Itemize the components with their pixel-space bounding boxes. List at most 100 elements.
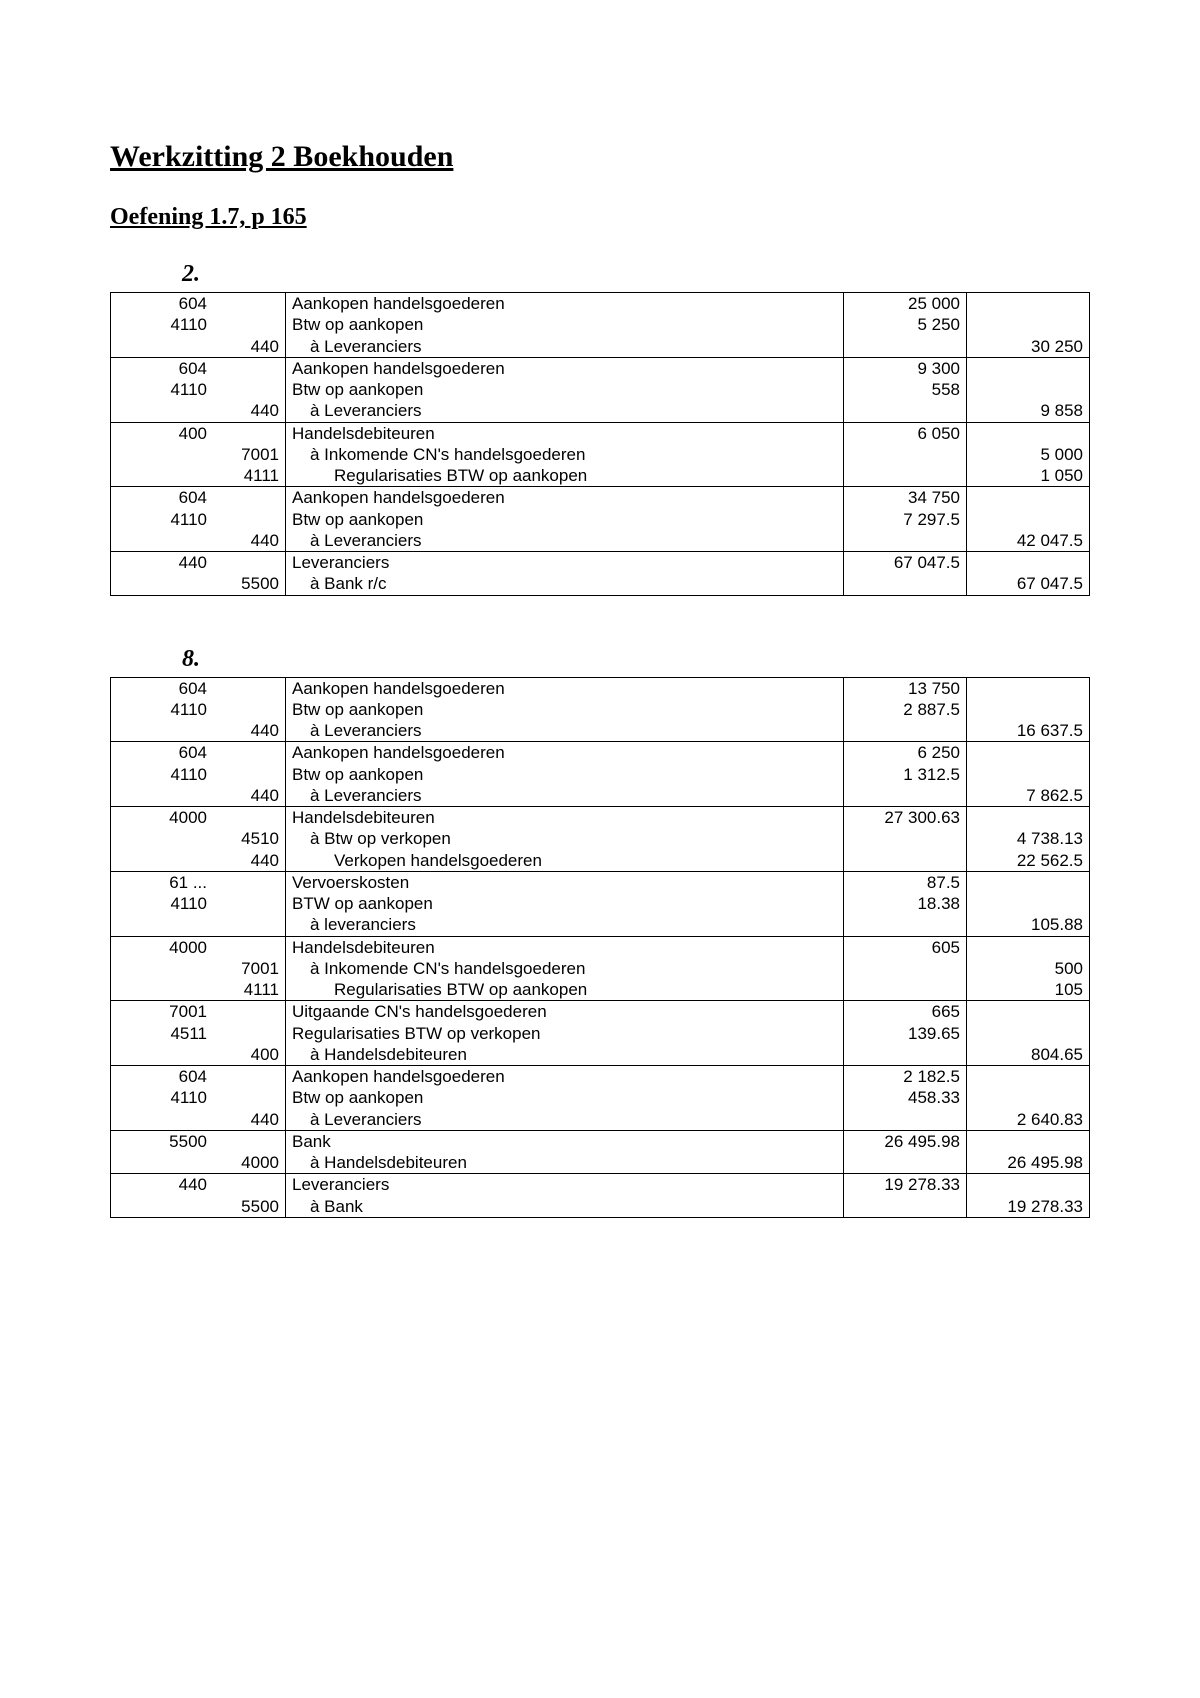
credit-account: 7001 [213,444,286,465]
description: Btw op aankopen [286,379,844,400]
lead-cell [111,509,142,530]
description: Aankopen handelsgoederen [286,677,844,699]
journal-row: 4110Btw op aankopen2 887.5 [111,699,1090,720]
credit-amount [967,742,1090,764]
journal-row: 5500à Bank19 278.33 [111,1196,1090,1218]
debit-account [141,336,213,358]
credit-account [213,871,286,893]
journal-row: 400Handelsdebiteuren6 050 [111,422,1090,444]
credit-account [213,1001,286,1023]
debit-amount: 87.5 [844,871,967,893]
description: Verkopen handelsgoederen [286,850,844,872]
lead-cell [111,573,142,595]
lead-cell [111,379,142,400]
debit-account: 4000 [141,936,213,958]
credit-amount: 105 [967,979,1090,1001]
credit-amount [967,1023,1090,1044]
lead-cell [111,979,142,1001]
credit-amount: 2 640.83 [967,1109,1090,1131]
debit-account [141,1044,213,1066]
debit-amount [844,958,967,979]
credit-amount [967,314,1090,335]
credit-account [213,552,286,574]
credit-amount [967,552,1090,574]
description: Aankopen handelsgoederen [286,487,844,509]
debit-amount: 605 [844,936,967,958]
debit-account: 604 [141,357,213,379]
journal-row: 440à Leveranciers42 047.5 [111,530,1090,552]
debit-account [141,1196,213,1218]
description: Bank [286,1130,844,1152]
debit-amount: 67 047.5 [844,552,967,574]
lead-cell [111,936,142,958]
credit-amount: 105.88 [967,914,1090,936]
journal-row: 440Leveranciers67 047.5 [111,552,1090,574]
credit-account: 440 [213,850,286,872]
debit-account: 440 [141,552,213,574]
journal-row: 4510à Btw op verkopen4 738.13 [111,828,1090,849]
journal-row: 7001à Inkomende CN's handelsgoederen500 [111,958,1090,979]
description: à Handelsdebiteuren [286,1152,844,1174]
journal-row: 4111Regularisaties BTW op aankopen1 050 [111,465,1090,487]
credit-account [213,357,286,379]
page-subtitle: Oefening 1.7, p 165 [110,204,1090,231]
credit-account [213,914,286,936]
debit-amount: 26 495.98 [844,1130,967,1152]
credit-amount: 804.65 [967,1044,1090,1066]
debit-amount [844,1152,967,1174]
lead-cell [111,1001,142,1023]
lead-cell [111,807,142,829]
credit-account: 4000 [213,1152,286,1174]
lead-cell [111,1109,142,1131]
credit-account: 440 [213,530,286,552]
lead-cell [111,552,142,574]
debit-account [141,828,213,849]
debit-amount: 139.65 [844,1023,967,1044]
page-container: Werkzitting 2 Boekhouden Oefening 1.7, p… [0,0,1200,1218]
credit-account [213,1023,286,1044]
credit-amount [967,893,1090,914]
debit-amount: 13 750 [844,677,967,699]
credit-amount [967,1066,1090,1088]
debit-account: 4110 [141,893,213,914]
journal-row: 61 ...Vervoerskosten87.5 [111,871,1090,893]
credit-amount [967,1130,1090,1152]
debit-amount: 27 300.63 [844,807,967,829]
debit-account: 4110 [141,379,213,400]
lead-cell [111,1196,142,1218]
debit-amount [844,720,967,742]
debit-account: 4511 [141,1023,213,1044]
credit-amount: 4 738.13 [967,828,1090,849]
debit-amount: 9 300 [844,357,967,379]
credit-account [213,1174,286,1196]
credit-account [213,314,286,335]
description: Leveranciers [286,1174,844,1196]
description: Handelsdebiteuren [286,936,844,958]
credit-account: 440 [213,1109,286,1131]
debit-account [141,530,213,552]
credit-amount: 67 047.5 [967,573,1090,595]
credit-amount [967,677,1090,699]
description: Regularisaties BTW op aankopen [286,979,844,1001]
credit-account [213,677,286,699]
debit-account: 4110 [141,509,213,530]
description: Regularisaties BTW op aankopen [286,465,844,487]
journal-row: 604Aankopen handelsgoederen9 300 [111,357,1090,379]
credit-account: 7001 [213,958,286,979]
credit-account: 440 [213,785,286,807]
debit-amount: 2 887.5 [844,699,967,720]
lead-cell [111,914,142,936]
lead-cell [111,850,142,872]
credit-amount [967,422,1090,444]
lead-cell [111,314,142,335]
debit-amount: 25 000 [844,293,967,315]
credit-account [213,293,286,315]
debit-amount [844,336,967,358]
credit-amount [967,293,1090,315]
credit-account: 440 [213,720,286,742]
description: Handelsdebiteuren [286,422,844,444]
debit-amount [844,573,967,595]
credit-amount [967,357,1090,379]
credit-amount [967,764,1090,785]
journal-row: 440à Leveranciers9 858 [111,400,1090,422]
